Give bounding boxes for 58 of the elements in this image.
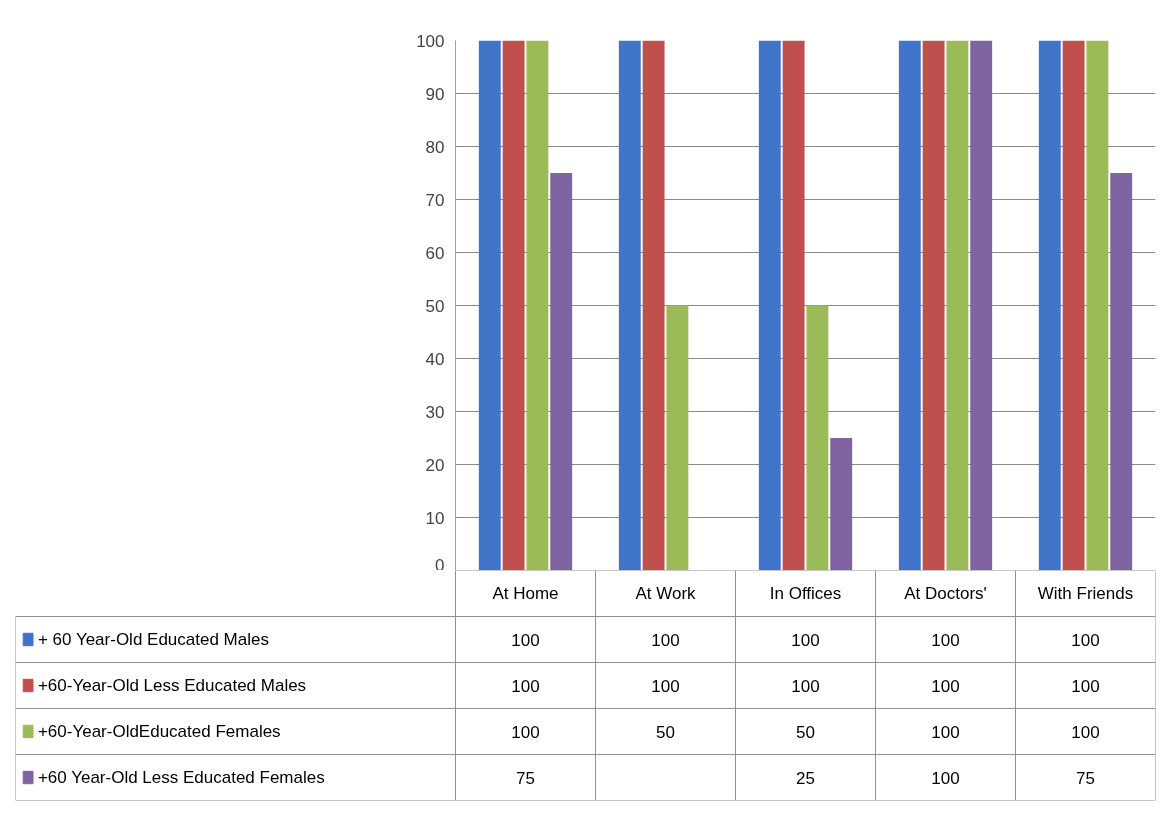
bar bbox=[830, 438, 853, 570]
bar bbox=[502, 40, 525, 570]
data-label: 25 bbox=[796, 768, 815, 788]
data-label: 100 bbox=[931, 630, 960, 650]
data-label: 100 bbox=[1071, 676, 1100, 696]
bar bbox=[806, 305, 829, 570]
data-label: 100 bbox=[511, 676, 540, 696]
data-label: 75 bbox=[516, 768, 535, 788]
data-label: 100 bbox=[651, 676, 680, 696]
x-tick-label: With Friends bbox=[1037, 584, 1134, 603]
data-label: 50 bbox=[796, 722, 815, 742]
bar bbox=[550, 173, 573, 570]
y-tick-label: 50 bbox=[425, 296, 445, 316]
bar bbox=[970, 40, 993, 570]
bar bbox=[526, 40, 549, 570]
bar bbox=[946, 40, 969, 570]
bar bbox=[1086, 40, 1109, 570]
legend-label: +60-Year-OldEducated Females bbox=[37, 722, 281, 741]
data-label: 75 bbox=[1076, 768, 1095, 788]
y-tick-label: 100 bbox=[416, 31, 445, 51]
bar bbox=[782, 40, 805, 570]
data-label: 100 bbox=[651, 630, 680, 650]
legend-label: +60 Year-Old Less Educated Females bbox=[37, 768, 325, 787]
y-tick-label: 80 bbox=[425, 137, 445, 157]
y-tick-label: 20 bbox=[425, 455, 445, 475]
bar bbox=[1038, 40, 1061, 570]
data-label: 100 bbox=[931, 768, 960, 788]
data-label: 100 bbox=[1071, 630, 1100, 650]
legend-label: +60-Year-Old Less Educated Males bbox=[37, 676, 307, 695]
data-label: 100 bbox=[791, 676, 820, 696]
y-tick-label: 90 bbox=[425, 84, 445, 104]
bar bbox=[478, 40, 501, 570]
y-tick-label: 30 bbox=[425, 402, 445, 422]
data-label: 100 bbox=[1071, 722, 1100, 742]
y-tick-label: 70 bbox=[425, 190, 445, 210]
bar bbox=[1062, 40, 1085, 570]
bar bbox=[1110, 173, 1133, 570]
y-tick-label: 0 bbox=[435, 555, 445, 575]
data-label: 50 bbox=[656, 722, 675, 742]
bar bbox=[666, 305, 689, 570]
data-label: 100 bbox=[511, 722, 540, 742]
legend-label: + 60 Year-Old Educated Males bbox=[37, 630, 269, 649]
y-tick-label: 60 bbox=[425, 243, 445, 263]
data-label: 100 bbox=[931, 676, 960, 696]
x-tick-label: At Work bbox=[635, 584, 697, 603]
bar bbox=[758, 40, 781, 570]
data-label: 100 bbox=[931, 722, 960, 742]
data-label: 100 bbox=[511, 630, 540, 650]
bar bbox=[922, 40, 945, 570]
data-label: 100 bbox=[791, 630, 820, 650]
y-tick-label: 10 bbox=[425, 508, 445, 528]
x-tick-label: In Offices bbox=[769, 584, 842, 603]
x-tick-label: At Doctors' bbox=[904, 584, 987, 603]
bar bbox=[642, 40, 665, 570]
bar bbox=[898, 40, 921, 570]
bar bbox=[618, 40, 641, 570]
x-tick-label: At Home bbox=[492, 584, 559, 603]
y-tick-label: 40 bbox=[425, 349, 445, 369]
